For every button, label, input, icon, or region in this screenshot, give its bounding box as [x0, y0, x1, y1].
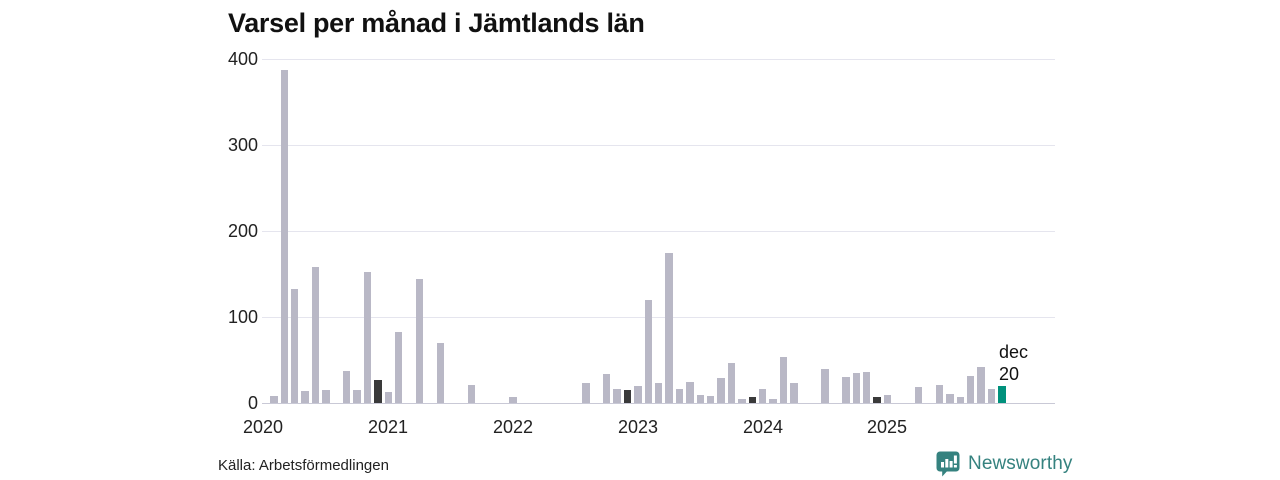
bar-2023-06: [686, 382, 694, 403]
bar-2024-07: [821, 368, 829, 403]
bar-2024-09: [842, 377, 850, 403]
bar-2023-07: [696, 395, 705, 403]
x-tick-2022: 2022: [492, 417, 534, 437]
bar-2023-10: [727, 362, 736, 403]
bar-2020-11: [363, 272, 372, 403]
chart-title: Varsel per månad i Jämtlands län: [228, 8, 645, 38]
bar-2024-12: [873, 397, 881, 403]
bar-2022-10: [602, 373, 611, 403]
bar-2024-04: [790, 383, 798, 403]
bar-2020-03: [280, 70, 289, 403]
bar-2023-09: [717, 378, 725, 403]
bar-2020-06: [311, 267, 320, 403]
bar-2021-04: [415, 279, 424, 403]
bar-2023-03: [654, 383, 663, 403]
gridline-400: [262, 59, 1055, 60]
bar-2024-10: [852, 372, 861, 403]
bar-2025-11: [987, 389, 996, 403]
bar-2025-04: [914, 386, 923, 403]
y-tick-300: 300: [227, 135, 258, 155]
bar-2020-02: [270, 396, 278, 403]
newsworthy-wordmark: Newsworthy: [968, 453, 1073, 474]
y-tick-0: 0: [247, 393, 258, 413]
bar-2025-06: [935, 384, 944, 403]
bar-2020-09: [342, 371, 351, 403]
x-tick-2021: 2021: [367, 417, 409, 437]
x-tick-2025: 2025: [866, 417, 908, 437]
bar-2024-03: [779, 357, 788, 403]
bar-2025-10: [977, 366, 985, 403]
newsworthy-branding[interactable]: Newsworthy: [936, 451, 1072, 477]
x-tick-2024: 2024: [742, 417, 784, 437]
bar-2020-07: [322, 390, 330, 403]
bar-2024-11: [862, 372, 871, 403]
x-tick-2020: 2020: [242, 417, 284, 437]
bar-2020-10: [353, 390, 361, 403]
bar-2025-12: [998, 385, 1006, 403]
bar-2021-02: [394, 331, 403, 403]
bar-2025-07: [946, 393, 954, 403]
bar-2022-12: [623, 390, 632, 403]
bar-2020-04: [290, 288, 299, 403]
bar-2022-08: [582, 383, 590, 403]
x-tick-2023: 2023: [617, 417, 659, 437]
bar-2020-12: [374, 379, 382, 403]
bar-2024-02: [769, 398, 777, 403]
bar-2021-09: [467, 384, 476, 403]
bar-2023-05: [675, 389, 684, 403]
annotation-month: dec: [999, 342, 1029, 362]
bar-2022-01: [509, 397, 517, 403]
bar-2025-08: [956, 397, 965, 403]
bar-2023-12: [748, 397, 757, 403]
source-credit: Källa: Arbetsförmedlingen: [218, 457, 389, 474]
newsworthy-logo-icon: [936, 451, 960, 477]
x-axis-line: [262, 403, 1055, 404]
annotation-value: 20: [999, 364, 1020, 384]
bar-2023-01: [634, 385, 642, 403]
highlight-annotation: dec 20: [999, 341, 1028, 385]
gridline-100: [262, 317, 1055, 318]
bar-2021-01: [384, 391, 393, 403]
bar-2024-01: [758, 389, 767, 403]
bar-2021-06: [436, 342, 445, 403]
y-tick-400: 400: [227, 49, 258, 69]
bar-2023-11: [738, 398, 746, 403]
bar-2025-09: [966, 375, 975, 403]
bar-2023-04: [665, 253, 673, 403]
bar-2023-08: [706, 396, 715, 403]
y-tick-100: 100: [227, 307, 258, 327]
y-tick-200: 200: [227, 221, 258, 241]
gridline-300: [262, 145, 1055, 146]
bar-2025-01: [883, 395, 892, 403]
bar-2023-02: [644, 299, 653, 403]
bar-2020-05: [301, 391, 309, 403]
gridline-200: [262, 231, 1055, 232]
plot-area: [262, 59, 1055, 404]
bar-2022-11: [613, 389, 621, 403]
